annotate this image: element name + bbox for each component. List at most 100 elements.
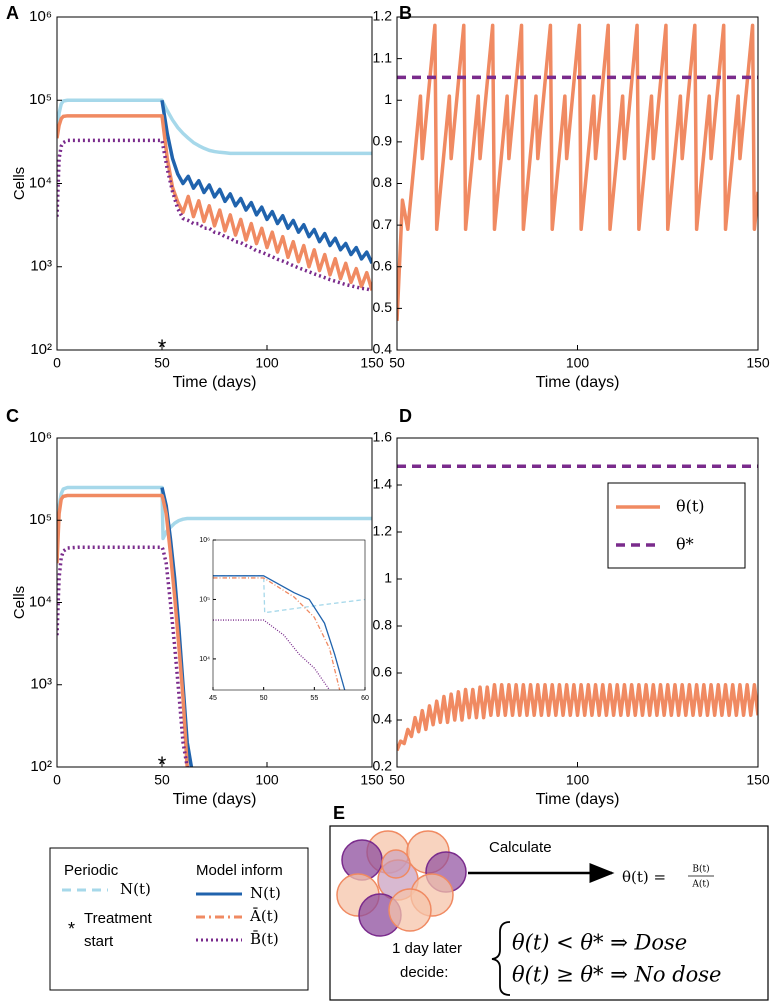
plot-area — [57, 98, 372, 293]
x-tick-label: 150 — [360, 772, 384, 788]
diagram-delay: 1 day later — [392, 940, 462, 957]
legend-frame — [607, 482, 746, 569]
data-line — [397, 683, 758, 752]
y-tick-label: 10³ — [30, 676, 52, 693]
y-tick-label: 1.1 — [373, 49, 393, 65]
inset: 45 50 55 60 10⁴ 10⁵ 10⁶ — [189, 534, 371, 704]
x-axis-label: Time (days) — [536, 374, 620, 391]
x-axis-label: Time (days) — [173, 791, 257, 808]
panel-label: D — [399, 406, 412, 426]
rule: θ(t) < θ* ⇒ Dose — [512, 931, 687, 955]
panel-label: A — [6, 3, 19, 23]
panel: 0 50 100 150 10² 10³ 10⁴ 10⁵ 10⁶ C Time (days) Cell… — [6, 406, 384, 808]
x-tick-label: 100 — [566, 772, 590, 788]
data-line — [57, 114, 372, 291]
data-line — [57, 138, 372, 293]
y-tick-label: 1 — [384, 91, 392, 107]
y-tick-label: 0.7 — [373, 216, 393, 232]
x-tick-label: 150 — [746, 355, 770, 371]
y-tick-label: 10⁶ — [199, 537, 210, 544]
data-line — [57, 493, 189, 767]
legend-group-title: Model inform — [196, 862, 283, 879]
data-line — [213, 619, 331, 690]
y-axis-label: Cells — [11, 586, 28, 619]
y-tick-label: 1.2 — [373, 8, 393, 24]
legend-label: θ* — [676, 535, 694, 554]
panel: 0 50 100 150 10² 10³ 10⁴ 10⁵ 10⁶ A Time (days) Cell… — [6, 3, 384, 391]
y-tick-label: 10⁵ — [29, 91, 52, 108]
y-tick-label: 10² — [30, 758, 52, 775]
x-tick-label: 50 — [154, 355, 170, 371]
y-tick-label: 1.2 — [373, 523, 393, 539]
legend-label: Ā(t) — [249, 907, 279, 925]
x-axis-label: Time (days) — [173, 374, 257, 391]
x-tick-label: 50 — [389, 355, 405, 371]
y-tick-label: 0.8 — [373, 617, 393, 633]
rule: θ(t) ≥ θ* ⇒ No dose — [512, 963, 722, 987]
y-tick-label: 0.6 — [373, 257, 393, 273]
x-tick-label: 150 — [746, 772, 770, 788]
legend-label: B̄(t) — [250, 930, 279, 948]
y-tick-label: 0.4 — [373, 711, 393, 727]
y-tick-label: 10⁶ — [29, 429, 52, 446]
data-line — [213, 575, 346, 690]
plot-area — [397, 464, 758, 752]
x-axis-label: Time (days) — [536, 791, 620, 808]
y-tick-label: 1.6 — [373, 429, 393, 445]
formula-numerator: B(t) — [692, 864, 709, 875]
legend-marker-label: start — [84, 933, 114, 950]
panel-label: E — [333, 803, 345, 823]
x-tick-label: 45 — [209, 695, 217, 702]
x-tick-label: 50 — [154, 772, 170, 788]
data-line — [57, 545, 189, 767]
shared-legend: Periodic Model inform * Treatment start — [49, 847, 309, 991]
data-line — [160, 99, 372, 265]
legend-label: θ(t) — [676, 497, 705, 516]
cell — [388, 888, 432, 932]
y-axis-label: Cells — [11, 167, 28, 200]
y-tick-label: 10⁵ — [199, 596, 210, 603]
x-tick-label: 0 — [53, 355, 61, 371]
y-tick-label: 0.6 — [373, 664, 393, 680]
y-tick-label: 10⁴ — [199, 656, 210, 663]
y-tick-label: 10² — [30, 341, 52, 358]
x-tick-label: 150 — [360, 355, 384, 371]
plot-area — [213, 575, 365, 690]
inset-background — [189, 534, 371, 704]
plot-area — [397, 23, 758, 321]
axes-frame — [56, 16, 373, 351]
diagram-decide: decide: — [400, 964, 448, 981]
data-line — [57, 98, 372, 156]
y-tick-label: 0.9 — [373, 133, 393, 149]
treatment-marker: * — [158, 335, 167, 360]
y-tick-label: 0.4 — [373, 341, 393, 357]
y-tick-label: 10⁶ — [29, 8, 52, 25]
formula-denominator: A(t) — [691, 879, 709, 890]
y-tick-label: 0.5 — [373, 299, 393, 315]
legend-frame — [49, 847, 309, 991]
treatment-marker: * — [158, 752, 167, 777]
x-tick-label: 60 — [361, 695, 369, 702]
y-tick-label: 1 — [384, 570, 392, 586]
panel-e: E Calculate θ(t) = B(t) A(t) 1 day later… — [329, 803, 769, 1001]
x-tick-label: 55 — [310, 695, 318, 702]
axes-frame — [212, 539, 366, 691]
legend-label: N(t) — [120, 880, 151, 898]
data-line — [397, 23, 758, 321]
axes-frame — [396, 16, 759, 351]
diagram-action: Calculate — [489, 839, 552, 856]
legend-label: N(t) — [250, 884, 281, 902]
y-tick-label: 10⁴ — [29, 593, 52, 610]
x-tick-label: 100 — [255, 355, 279, 371]
y-tick-label: 10³ — [30, 258, 52, 275]
brace — [491, 921, 511, 996]
data-line — [213, 577, 341, 690]
y-tick-label: 0.8 — [373, 174, 393, 190]
y-tick-label: 1.4 — [373, 476, 393, 492]
legend-marker-label: Treatment — [84, 910, 153, 927]
legend-marker: * — [68, 919, 75, 939]
cell — [381, 849, 411, 879]
panel: 50 100 150 0.2 0.4 0.6 0.8 1 1.2 1.4 1.6 D Time (day… — [373, 406, 770, 808]
panel-label: C — [6, 406, 19, 426]
